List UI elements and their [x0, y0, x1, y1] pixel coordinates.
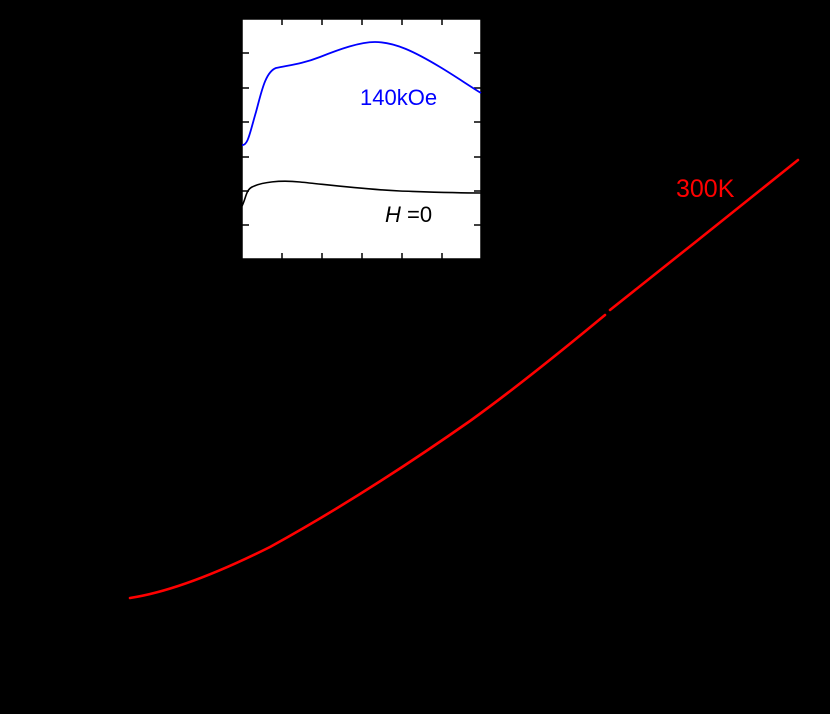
main-plot: 300K	[128, 158, 800, 600]
inset-right-ticks	[474, 52, 481, 226]
curve-140koe	[241, 41, 482, 146]
label-h0-variable: H	[385, 202, 401, 227]
label-h0: H =0	[385, 202, 432, 227]
curve-h0	[241, 180, 482, 207]
inset-bottom-ticks	[281, 253, 443, 259]
label-140koe: 140kOe	[360, 85, 437, 110]
label-300k: 300K	[676, 175, 735, 203]
inset-plot: 140kOe H =0	[241, 18, 482, 260]
curve-300k-segment-2	[608, 158, 800, 312]
curve-300k	[128, 313, 607, 600]
inset-top-ticks	[281, 19, 443, 25]
inset-frame	[241, 18, 482, 260]
label-h0-value: =0	[401, 202, 432, 227]
